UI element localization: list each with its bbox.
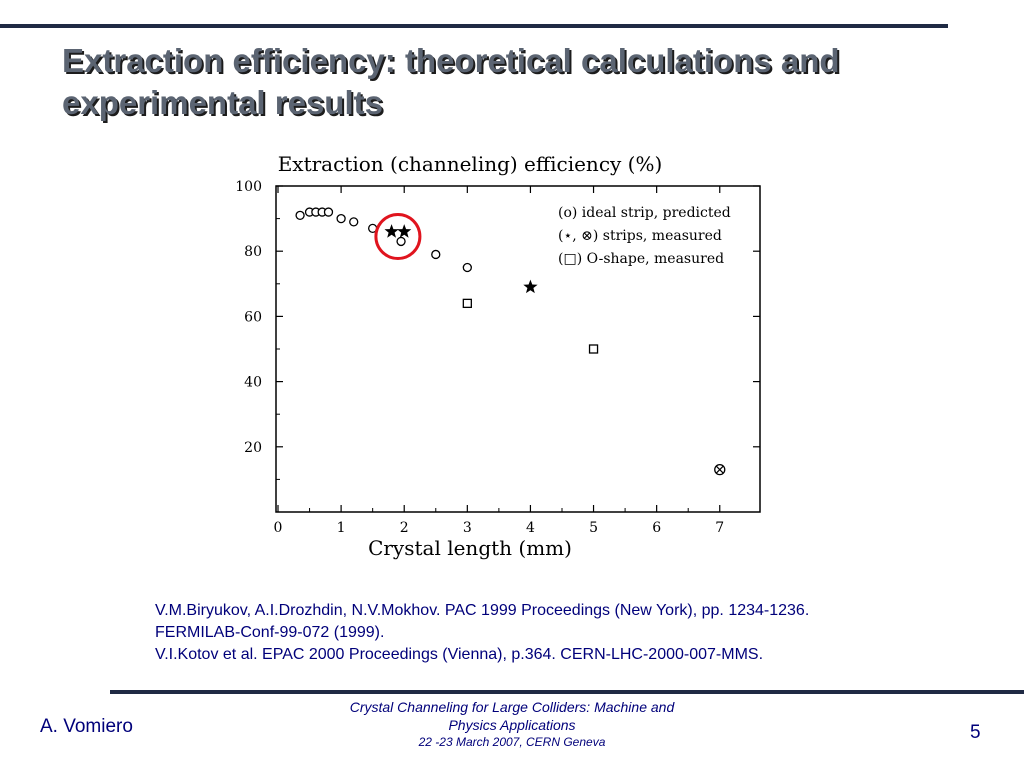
circle-marker (431, 249, 441, 260)
star-marker (384, 224, 399, 238)
x-tick-label: 4 (526, 520, 535, 536)
bottom-rule (110, 690, 1024, 694)
circle-x-marker (714, 463, 726, 476)
star-marker (397, 224, 412, 238)
y-axis: 20 40 60 80 100 (235, 179, 760, 480)
highlight-circle (374, 213, 422, 261)
footer-conference: Crystal Channeling for Large Colliders: … (290, 698, 734, 750)
reference-line-2: FERMILAB-Conf-99-072 (1999). (155, 624, 385, 641)
y-tick-label: 60 (244, 309, 262, 325)
references: V.M.Biryukov, A.I.Drozhdin, N.V.Mokhov. … (155, 600, 1005, 666)
square-marker (462, 298, 472, 309)
y-tick-label: 80 (244, 244, 262, 260)
y-tick-label: 20 (244, 440, 262, 456)
x-axis: 0 1 2 3 4 5 6 7 (274, 186, 724, 536)
legend-item-ideal-strip: (o) ideal strip, predicted (558, 205, 731, 221)
circle-marker (349, 217, 359, 227)
x-tick-label: 1 (337, 520, 346, 536)
conference-line-1: Crystal Channeling for Large Colliders: … (349, 699, 675, 715)
x-axis-label: Crystal length (mm) (368, 536, 572, 560)
square-marker (588, 344, 599, 354)
conference-line-2: Physics Applications (448, 717, 576, 733)
efficiency-chart: Extraction (channeling) efficiency (%) 0… (235, 152, 761, 560)
legend: (o) ideal strip, predicted (⋆, ⊗) strips… (558, 205, 731, 267)
circle-marker (323, 207, 334, 217)
star-marker (523, 279, 538, 294)
conference-line-3: 22 -23 March 2007, CERN Geneva (418, 735, 606, 749)
slide-title: Extraction efficiency: theoretical calcu… (62, 40, 962, 124)
x-tick-label: 5 (589, 520, 598, 536)
data-points (295, 207, 726, 476)
circle-marker (295, 210, 305, 220)
y-tick-label: 100 (235, 179, 262, 195)
x-tick-label: 3 (463, 520, 472, 536)
y-tick-label: 40 (244, 375, 262, 391)
legend-item-strips-measured: (⋆, ⊗) strips, measured (558, 228, 722, 244)
circle-marker (336, 213, 346, 224)
x-tick-label: 0 (274, 520, 283, 536)
x-tick-label: 6 (652, 520, 661, 536)
reference-line-3: V.I.Kotov et al. EPAC 2000 Proceedings (… (155, 646, 764, 663)
page-number: 5 (970, 722, 981, 743)
top-rule (0, 24, 948, 28)
x-tick-label: 7 (715, 520, 724, 536)
footer-author: A. Vomiero (40, 716, 133, 737)
chart-title: Extraction (channeling) efficiency (%) (278, 152, 663, 176)
slide-title-line-1: Extraction efficiency: theoretical calcu… (62, 42, 840, 79)
circle-marker (462, 262, 472, 273)
chart-figure: Extraction (channeling) efficiency (%) 0… (222, 142, 762, 562)
legend-item-o-shape: (□) O-shape, measured (558, 251, 724, 267)
x-tick-label: 2 (400, 520, 409, 536)
reference-line-1: V.M.Biryukov, A.I.Drozhdin, N.V.Mokhov. … (155, 602, 810, 619)
slide-title-line-2: experimental results (62, 84, 383, 121)
circle-marker (396, 236, 406, 247)
